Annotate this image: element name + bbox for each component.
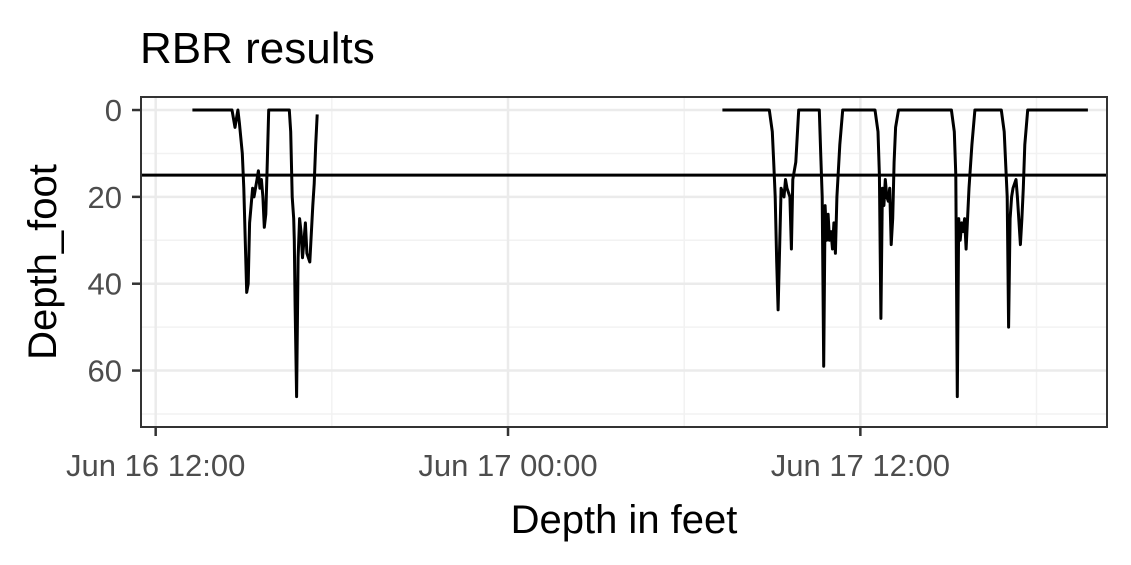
series-line-1 bbox=[192, 108, 319, 399]
chart-title: RBR results bbox=[140, 24, 375, 73]
x-tick-label: Jun 17 12:00 bbox=[771, 448, 950, 483]
x-axis-title: Depth in feet bbox=[511, 498, 738, 542]
y-axis-title: Depth_foot bbox=[21, 164, 65, 360]
y-axis: 0 20 40 60 bbox=[88, 93, 140, 389]
y-tick-label: 40 bbox=[88, 267, 122, 302]
grid bbox=[141, 97, 1107, 427]
y-tick-label: 20 bbox=[88, 180, 122, 215]
panel-border bbox=[140, 96, 1108, 428]
x-tick-label: Jun 17 00:00 bbox=[418, 448, 597, 483]
y-tick-label: 0 bbox=[105, 93, 122, 128]
y-tick-label: 60 bbox=[88, 354, 122, 389]
x-axis: Jun 16 12:00 Jun 17 00:00 Jun 17 12:00 bbox=[66, 428, 950, 483]
x-tick-label: Jun 16 12:00 bbox=[66, 448, 245, 483]
plot-lines bbox=[141, 108, 1107, 399]
series-line-2 bbox=[722, 108, 1088, 399]
